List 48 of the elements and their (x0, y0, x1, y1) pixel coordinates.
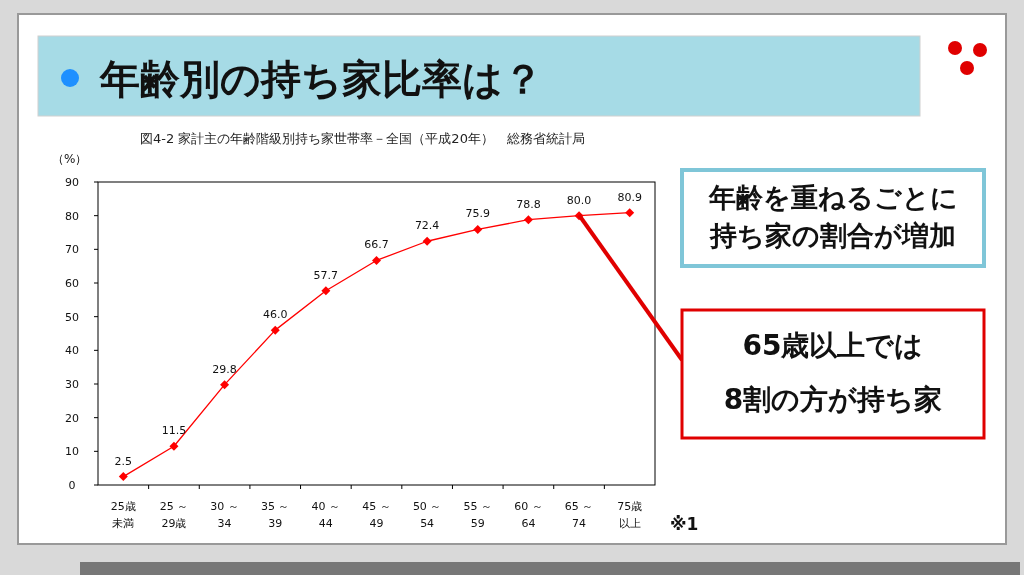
data-label: 78.8 (516, 197, 541, 211)
x-tick-label: 25 ～ 29歳 (159, 500, 189, 530)
point (169, 441, 179, 451)
point (372, 255, 381, 265)
data-label: 2.5 (114, 454, 133, 468)
point (473, 224, 483, 234)
point (118, 472, 128, 482)
text: ※1 (670, 514, 699, 534)
data-label: 66.7 (364, 238, 389, 252)
x-tick-label: 45 ～ 49 (362, 500, 391, 530)
data-label: 80.9 (617, 190, 642, 204)
point (220, 380, 230, 390)
data-label: 57.7 (313, 268, 339, 282)
y-tick-label: 70 (65, 243, 79, 257)
x-tick-label: 50 ～ 54 (412, 500, 442, 530)
y-tick-label: 10 (65, 445, 79, 459)
point (422, 236, 432, 246)
data-label: 29.8 (212, 362, 237, 376)
x-tick-label: 40 ～ 44 (311, 500, 341, 530)
y-tick-label: 90 (65, 176, 79, 189)
chart-subtitle: 図4-2 家計主の年齢階級別持ち家世帯率－全国（平成20年） 総務省統計局 (140, 131, 585, 146)
data-label: 46.0 (262, 308, 288, 322)
data-label: 72.4 (414, 219, 440, 233)
x-tick-label: 60 ～ 64 (514, 500, 543, 530)
y-tick-label: 20 (65, 411, 79, 425)
text: 年齢を重ねるごとに持ち家の割合が増加 (707, 182, 958, 251)
y-tick-label: 50 (65, 310, 79, 324)
y-tick-label: 40 (65, 344, 79, 358)
x-tick-label: 75歳以上 (617, 500, 643, 530)
y-tick-label: 60 (65, 277, 79, 290)
data-label: 80.0 (566, 193, 592, 207)
y-tick-label: 80 (65, 209, 79, 223)
point (625, 208, 635, 218)
x-tick-label: 65 ～ 74 (564, 500, 594, 530)
chart-title: 年齢別の持ち家比率は？ (99, 56, 543, 102)
y-axis-title: （%） (52, 152, 88, 166)
x-tick-label: 35 ～ 39 (260, 500, 290, 530)
y-tick-label: 30 (65, 378, 79, 391)
y-tick-label: 0 (68, 479, 76, 492)
point (270, 325, 280, 335)
data-label: 11.5 (161, 424, 187, 438)
data-label: 75.9 (465, 207, 491, 221)
point (321, 286, 331, 296)
x-tick-label: 55 ～ 59 (463, 500, 493, 530)
point (523, 215, 533, 225)
text: 65歳以上では8割の方が持ち家 (723, 329, 943, 416)
x-tick-label: 30 ～ 34 (210, 500, 239, 530)
x-tick-label: 25歳未満 (110, 500, 136, 530)
